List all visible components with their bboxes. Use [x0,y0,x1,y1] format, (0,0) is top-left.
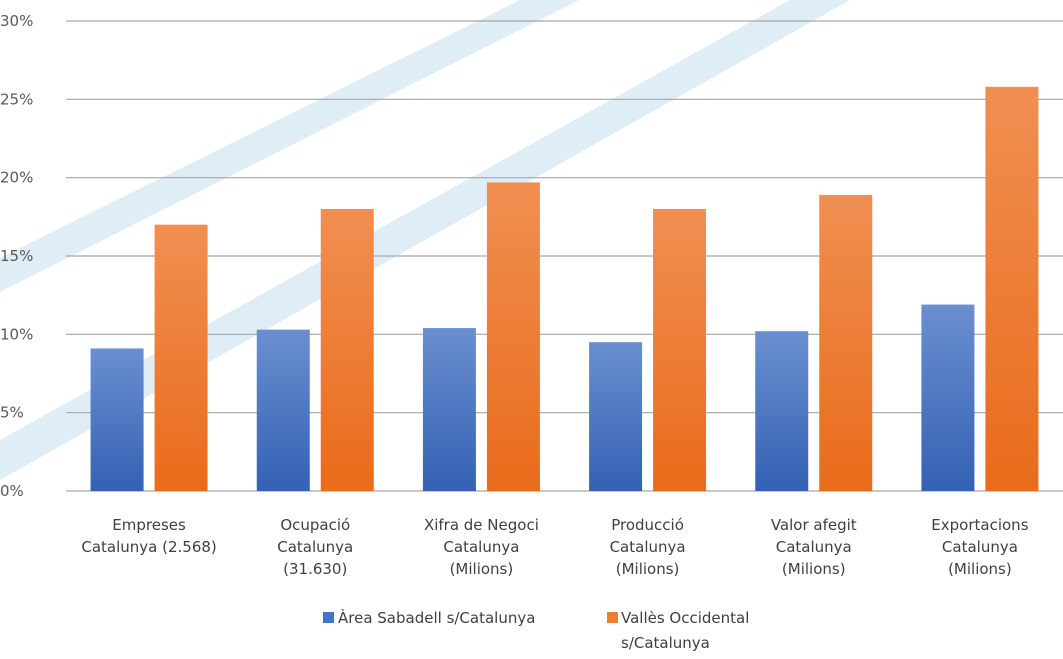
bar-series1-cat4 [819,194,873,491]
bar-series1-cat2 [486,182,540,491]
y-tick-label: 0% [0,482,24,500]
background-stripe-0 [0,0,579,292]
y-tick-label: 30% [0,12,33,30]
bar-series0-cat3 [589,342,643,491]
bar-series0-cat2 [422,328,476,491]
bar-series1-cat3 [653,209,707,491]
bar-series0-cat4 [755,331,809,491]
bar-series1-cat0 [154,224,208,491]
bar-series1-cat1 [320,209,374,491]
y-tick-label: 5% [0,404,24,422]
y-tick-label: 20% [0,169,33,187]
background-stripes [0,0,850,480]
x-category-label: Valor afegit Catalunya (Milions) [771,516,857,578]
background-stripe-1 [0,0,850,480]
legend-label-1: Vallès Occidental s/Catalunya [621,609,749,652]
legend-swatch-0 [323,612,334,623]
y-tick-label: 10% [0,325,33,343]
x-category-label: Producció Catalunya (Milions) [610,516,686,578]
y-axis-ticks: 0% 5% 10% 15% 20% 25% 30% [0,12,33,500]
bar-series0-cat0 [90,348,144,491]
x-category-label: Empreses Catalunya (2.568) [81,516,216,556]
x-category-label: Exportacions Catalunya (Milions) [931,516,1028,578]
gridlines [66,20,1063,492]
y-tick-label: 15% [0,247,33,265]
legend-swatch-1 [607,612,618,623]
bar-series1-cat5 [985,86,1039,492]
bars [90,86,1039,492]
bar-series0-cat1 [256,329,310,491]
x-category-label: Ocupació Catalunya (31.630) [277,516,353,578]
x-axis-categories: Empreses Catalunya (2.568) Ocupació Catalun… [81,516,1028,578]
bar-series0-cat5 [921,304,975,491]
legend: Àrea Sabadell s/Catalunya Vallès Occident… [323,608,749,652]
x-category-label: Xifra de Negoci Catalunya (Milions) [424,516,539,578]
y-tick-label: 25% [0,90,33,108]
legend-label-0: Àrea Sabadell s/Catalunya [338,608,535,627]
